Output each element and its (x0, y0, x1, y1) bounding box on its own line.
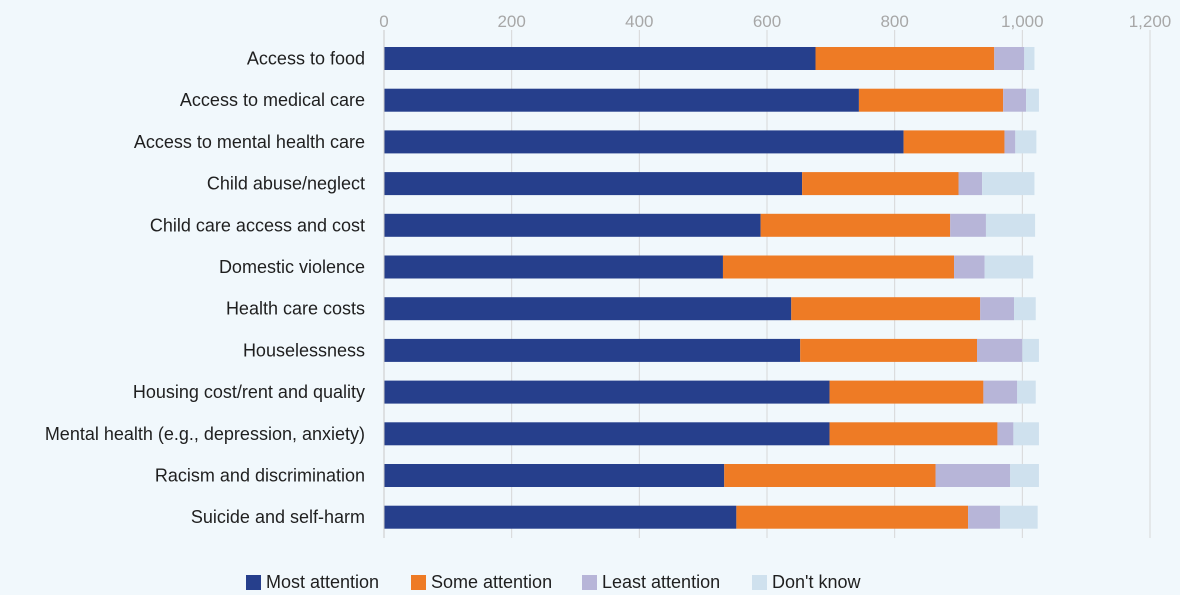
bar-segment-some-attention (858, 88, 1004, 112)
bar-segment-most-attention (384, 88, 859, 112)
bar-segment-don-t-know (985, 213, 1036, 237)
bar-segment-some-attention (829, 422, 998, 446)
legend-swatch (246, 575, 261, 590)
category-label: Racism and discrimination (155, 466, 365, 486)
category-label: Access to food (247, 49, 365, 69)
bar-segment-most-attention (384, 172, 803, 196)
bar-segment-least-attention (958, 172, 983, 196)
bar-segment-least-attention (977, 338, 1023, 362)
grid-lines (511, 30, 1151, 538)
legend-swatch (411, 575, 426, 590)
category-label: Houselessness (243, 340, 365, 360)
legend-swatch (752, 575, 767, 590)
bar-segment-some-attention (903, 130, 1005, 154)
bar-segment-don-t-know (1026, 88, 1039, 112)
bar-segment-most-attention (384, 380, 830, 404)
category-label: Access to mental health care (134, 132, 365, 152)
category-label: Access to medical care (180, 90, 365, 110)
bar-segment-don-t-know (982, 172, 1035, 196)
bar-segment-don-t-know (1014, 297, 1036, 321)
x-tick-label: 800 (880, 12, 908, 31)
bar-segment-most-attention (384, 213, 761, 237)
category-label: Housing cost/rent and quality (133, 382, 365, 402)
category-label: Child care access and cost (150, 215, 365, 235)
bar-segment-don-t-know (1024, 47, 1035, 70)
bar-segment-some-attention (829, 380, 984, 404)
bar-segment-some-attention (791, 297, 981, 321)
bar-segment-most-attention (384, 47, 816, 70)
bar-segment-some-attention (760, 213, 951, 237)
bar-segment-least-attention (1003, 88, 1027, 112)
bar-segment-some-attention (815, 47, 995, 70)
legend-label: Least attention (602, 572, 720, 592)
bar-segment-don-t-know (1015, 130, 1037, 154)
bars (384, 47, 1039, 529)
bar-segment-most-attention (384, 338, 801, 362)
bar-segment-don-t-know (1013, 422, 1039, 446)
category-label: Mental health (e.g., depression, anxiety… (45, 424, 365, 444)
bar-segment-least-attention (983, 380, 1018, 404)
bar-segment-some-attention (800, 338, 978, 362)
category-labels: Access to food Access to medical care Acce… (45, 49, 365, 528)
category-label: Child abuse/neglect (207, 174, 365, 194)
x-tick-label: 0 (379, 12, 388, 31)
legend: Most attention Some attention Least attent… (246, 572, 861, 592)
x-axis-ticks: 0 200 400 600 800 1,000 1,200 (379, 12, 1171, 31)
bar-segment-least-attention (980, 297, 1015, 321)
bar-segment-some-attention (722, 255, 955, 279)
x-tick-label: 1,000 (1001, 12, 1044, 31)
bar-segment-don-t-know (999, 505, 1038, 529)
bar-segment-most-attention (384, 422, 830, 446)
bar-segment-most-attention (384, 505, 737, 529)
bar-segment-most-attention (384, 255, 723, 279)
bar-segment-don-t-know (1022, 338, 1039, 362)
category-label: Health care costs (226, 299, 365, 319)
bar-segment-most-attention (384, 297, 792, 321)
bar-segment-most-attention (384, 130, 904, 154)
bar-segment-don-t-know (1010, 464, 1039, 487)
category-label: Suicide and self-harm (191, 507, 365, 527)
bar-segment-don-t-know (984, 255, 1034, 279)
legend-label: Some attention (431, 572, 552, 592)
bar-segment-some-attention (802, 172, 959, 196)
x-tick-label: 1,200 (1129, 12, 1172, 31)
category-label: Domestic violence (219, 257, 365, 277)
bar-segment-least-attention (935, 464, 1011, 487)
bar-segment-least-attention (968, 505, 1000, 529)
x-tick-label: 400 (625, 12, 653, 31)
bar-segment-least-attention (950, 213, 986, 237)
bar-segment-least-attention (954, 255, 985, 279)
bar-segment-some-attention (736, 505, 969, 529)
legend-label: Don't know (772, 572, 861, 592)
bar-segment-don-t-know (1017, 380, 1036, 404)
x-tick-label: 200 (497, 12, 525, 31)
bar-segment-least-attention (994, 47, 1025, 70)
legend-swatch (582, 575, 597, 590)
legend-label: Most attention (266, 572, 379, 592)
bar-segment-most-attention (384, 464, 725, 487)
bar-segment-least-attention (997, 422, 1014, 446)
bar-segment-least-attention (1004, 130, 1016, 154)
bar-segment-some-attention (724, 464, 936, 487)
x-tick-label: 600 (753, 12, 781, 31)
